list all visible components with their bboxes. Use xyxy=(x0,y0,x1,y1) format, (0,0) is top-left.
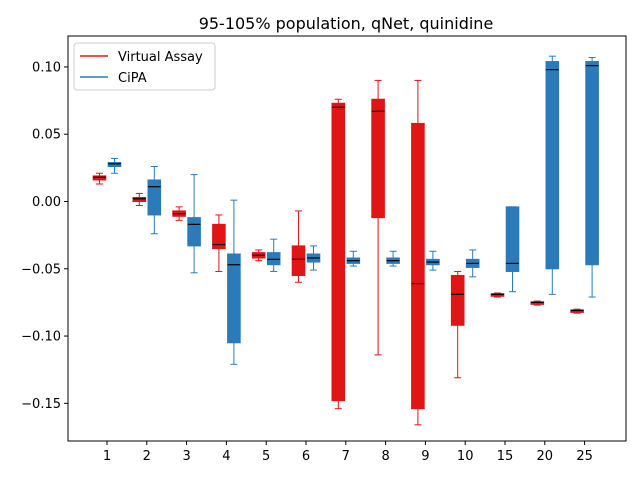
box-cipa xyxy=(505,206,520,293)
plot-area xyxy=(92,55,599,426)
box-body xyxy=(212,223,226,250)
legend: Virtual Assay CiPA xyxy=(73,42,216,91)
legend-box xyxy=(73,42,216,91)
box-cipa xyxy=(187,174,201,274)
box-cipa xyxy=(545,55,560,295)
box-virtual-assay xyxy=(92,172,107,185)
plot-frame xyxy=(67,35,627,442)
box-body xyxy=(132,196,147,202)
box-body xyxy=(147,179,162,216)
box-cipa xyxy=(266,238,281,272)
box-virtual-assay xyxy=(331,98,346,410)
x-tick-label: 4 xyxy=(222,449,230,464)
x-tick-label: 15 xyxy=(497,449,514,464)
x-tick-label: 10 xyxy=(457,449,474,464)
box-body xyxy=(187,217,201,247)
x-tick-label: 7 xyxy=(342,449,350,464)
box-virtual-assay xyxy=(172,206,186,221)
box-virtual-assay xyxy=(212,214,226,272)
box-body xyxy=(545,61,560,270)
box-body xyxy=(450,275,465,326)
box-body xyxy=(107,161,122,168)
box-cipa xyxy=(465,249,480,278)
box-body xyxy=(331,102,346,402)
box-virtual-assay xyxy=(570,308,584,314)
box-cipa xyxy=(306,245,321,271)
box-body xyxy=(371,98,385,219)
box-cipa xyxy=(386,250,400,267)
box-cipa xyxy=(426,250,440,271)
x-tick-label: 3 xyxy=(182,449,190,464)
x-tick-label: 1 xyxy=(103,449,111,464)
y-tick-label: 0.10 xyxy=(32,60,61,75)
y-tick-label: 0.05 xyxy=(32,128,61,143)
box-virtual-assay xyxy=(291,210,306,283)
x-tick-label: 9 xyxy=(421,449,429,464)
box-body xyxy=(585,61,599,266)
box-virtual-assay xyxy=(251,249,266,262)
legend-label-cipa: CiPA xyxy=(118,71,147,86)
x-tick-label: 2 xyxy=(143,449,151,464)
box-cipa xyxy=(346,250,361,267)
x-axis: 1 2 3 4 5 6 7 8 9 10 15 20 25 xyxy=(103,441,593,464)
x-tick-label: 20 xyxy=(537,449,554,464)
y-tick-label: −0.05 xyxy=(21,262,61,277)
box-virtual-assay xyxy=(371,79,385,356)
box-virtual-assay xyxy=(490,292,505,298)
y-axis: 0.10 0.05 0.00 −0.05 −0.10 −0.15 xyxy=(21,60,68,412)
box-cipa xyxy=(107,157,122,174)
x-tick-label: 8 xyxy=(381,449,389,464)
x-tick-label: 6 xyxy=(302,449,310,464)
box-body xyxy=(92,175,107,181)
box-body xyxy=(411,122,425,410)
y-tick-label: −0.15 xyxy=(21,397,61,412)
box-body xyxy=(227,253,241,344)
box-body xyxy=(291,245,306,277)
box-virtual-assay xyxy=(132,192,147,207)
y-tick-label: 0.00 xyxy=(32,195,61,210)
x-tick-label: 5 xyxy=(262,449,270,464)
chart-title: 95-105% population, qNet, quinidine xyxy=(199,14,494,33)
box-body xyxy=(266,252,281,266)
legend-label-virtual-assay: Virtual Assay xyxy=(118,50,203,65)
box-cipa xyxy=(227,199,241,365)
box-body xyxy=(505,206,520,272)
box-virtual-assay xyxy=(411,79,425,426)
box-virtual-assay xyxy=(450,270,465,379)
y-tick-label: −0.10 xyxy=(21,330,61,345)
box-cipa xyxy=(585,57,599,298)
box-cipa xyxy=(147,166,162,235)
x-tick-label: 25 xyxy=(576,449,593,464)
box-virtual-assay xyxy=(530,300,545,306)
